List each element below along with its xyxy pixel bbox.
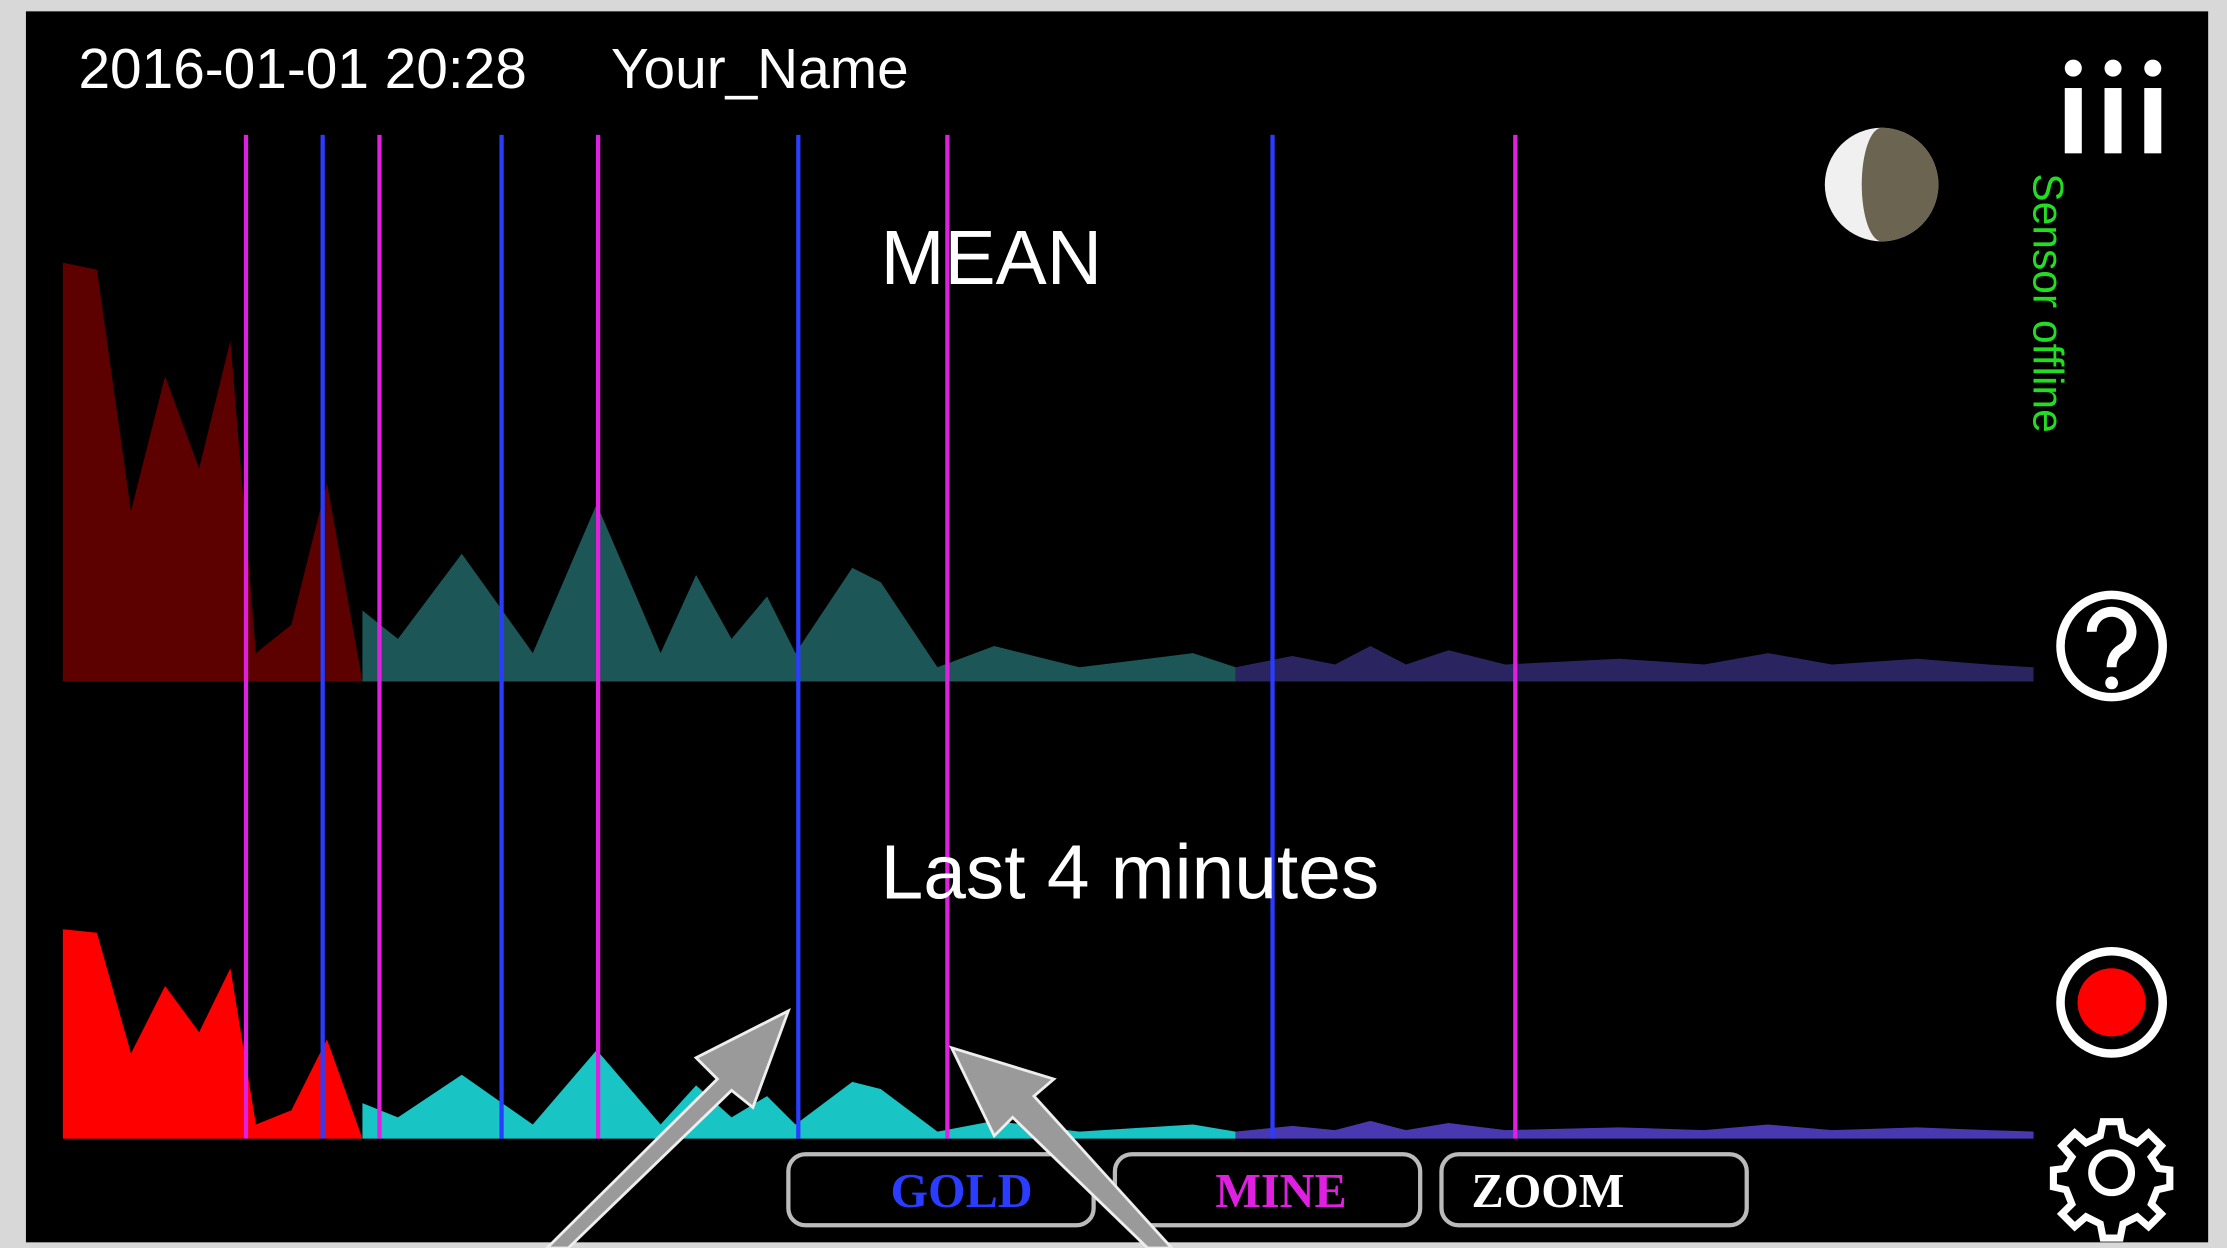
spectrum-red [62,262,363,682]
spectrum-bottom [62,929,2034,1139]
button-label: MINE [1215,1165,1346,1218]
button-label: GOLD [891,1165,1033,1218]
button-zoom[interactable]: ZOOM [1439,1152,1749,1228]
record-button[interactable] [2056,947,2167,1058]
settings-button[interactable] [2049,1118,2174,1242]
button-gold[interactable]: GOLD [786,1152,1096,1228]
spectrum-purple [1235,646,2034,682]
moon-shadow [1861,127,1939,242]
arrow [948,1045,1174,1248]
marker-lines [243,134,1518,1139]
menu-icon[interactable] [2064,59,2162,154]
button-mine[interactable]: MINE [1112,1152,1423,1228]
panel-label: Last 4 minutes [881,831,1380,916]
arrow [544,1007,791,1248]
button-label: ZOOM [1472,1165,1625,1218]
spectrum-red [62,929,363,1139]
help-button[interactable] [2056,590,2167,702]
annotation-arrows [544,1007,1174,1248]
spectrum-top [62,262,2034,682]
sensor-status: Sensor offline [2024,173,2072,433]
spectrum-teal [362,504,1236,682]
spectrum-teal [362,1049,1236,1139]
spectrum-purple [1235,1120,2034,1139]
datetime: 2016-01-01 20:28 [78,38,526,101]
panel-label: MEAN [881,216,1102,301]
user-name: Your_Name [611,38,909,101]
